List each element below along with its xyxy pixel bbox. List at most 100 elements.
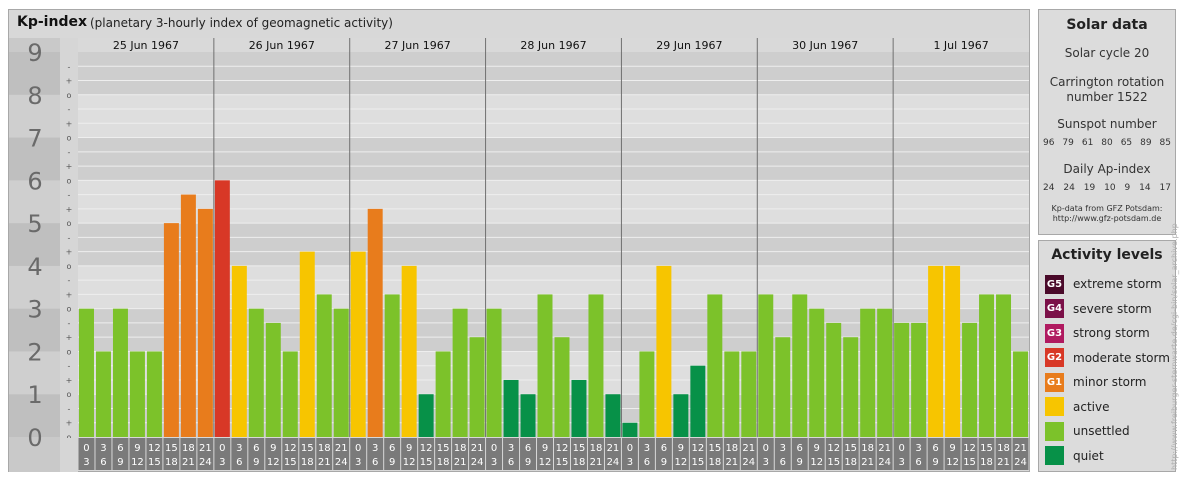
interval-end-label: 9 <box>932 457 938 468</box>
kp-bar <box>741 351 757 437</box>
minor-tick-mark: o <box>67 219 72 228</box>
kp-bar <box>146 351 162 437</box>
kp-bar <box>656 265 672 437</box>
interval-start-label: 0 <box>491 443 497 454</box>
interval-cell <box>503 438 520 470</box>
interval-end-label: 12 <box>403 457 416 468</box>
day-label: 26 Jun 1967 <box>249 39 315 52</box>
interval-cell <box>995 438 1012 470</box>
legend-item-active: active <box>1045 397 1109 417</box>
sunspot-value-5: 65 <box>1120 138 1133 148</box>
interval-cell <box>180 438 197 470</box>
interval-end-label: 21 <box>590 457 603 468</box>
y-axis-label-cell <box>9 265 60 309</box>
interval-cell <box>672 438 689 470</box>
kp-bar <box>775 337 791 437</box>
activity-levels-panel: Activity levels G5 extreme storm G4 severe … <box>1038 240 1176 472</box>
day-label: 29 Jun 1967 <box>656 39 722 52</box>
minor-tick-mark: + <box>66 290 73 299</box>
interval-cell <box>791 438 808 470</box>
interval-cell <box>961 438 978 470</box>
kp-bar <box>843 337 859 437</box>
interval-start-label: 6 <box>661 443 667 454</box>
legend-item-strong-storm: G3 strong storm <box>1045 323 1150 343</box>
solar-cycle: Solar cycle 20 <box>1064 46 1150 60</box>
kp-bar <box>129 351 145 437</box>
day-label: 27 Jun 1967 <box>385 39 451 52</box>
interval-start-label: 12 <box>963 443 976 454</box>
legend-label: quiet <box>1073 448 1104 463</box>
y-axis-label-cell <box>9 308 60 352</box>
minor-tick-mark: + <box>66 162 73 171</box>
interval-end-label: 15 <box>556 457 569 468</box>
minor-tick-mark: + <box>66 333 73 342</box>
interval-start-label: 0 <box>763 443 769 454</box>
interval-start-label: 15 <box>301 443 314 454</box>
y-tick-label: 7 <box>27 125 42 153</box>
sunspot-values: 96 79 61 80 65 89 85 <box>1043 138 1171 148</box>
y-axis-label-cell <box>9 180 60 224</box>
minor-tick-mark: o <box>67 262 72 271</box>
activity-levels-title: Activity levels <box>1051 247 1163 263</box>
kp-bar <box>1013 351 1028 437</box>
kp-bar <box>588 294 604 437</box>
interval-end-label: 3 <box>491 457 497 468</box>
legend-label: strong storm <box>1073 326 1150 340</box>
interval-cell <box>248 438 265 470</box>
interval-end-label: 18 <box>437 457 450 468</box>
kp-bar <box>316 294 332 437</box>
interval-cell <box>876 438 893 470</box>
interval-start-label: 15 <box>980 443 993 454</box>
interval-cell <box>842 438 859 470</box>
interval-end-label: 21 <box>454 457 467 468</box>
interval-start-label: 21 <box>199 443 212 454</box>
y-tick-label: 5 <box>27 210 42 238</box>
kp-bar <box>605 394 621 437</box>
interval-end-label: 24 <box>471 457 484 468</box>
interval-cell <box>350 438 367 470</box>
interval-end-label: 24 <box>742 457 755 468</box>
legend-label: minor storm <box>1073 375 1147 389</box>
interval-start-label: 15 <box>437 443 450 454</box>
interval-cell <box>808 438 825 470</box>
y-axis-label-cell <box>9 94 60 138</box>
minor-tick-mark: o <box>67 134 72 143</box>
source-link[interactable]: http://www.gfz-potsdam.de <box>1052 214 1162 223</box>
interval-cell <box>621 438 638 470</box>
interval-cell <box>587 438 604 470</box>
legend-swatch <box>1045 446 1064 465</box>
ap-value-7: 17 <box>1159 183 1171 193</box>
interval-cell <box>1012 438 1029 470</box>
ap-value-2: 24 <box>1063 183 1075 193</box>
day-label: 1 Jul 1967 <box>933 39 988 52</box>
interval-cell <box>469 438 486 470</box>
kp-bar <box>367 208 383 437</box>
sunspot-value-2: 79 <box>1062 138 1074 148</box>
legend-swatch: G4 <box>1045 299 1064 318</box>
legend-item-severe-storm: G4 severe storm <box>1045 299 1152 319</box>
kp-bar <box>469 337 485 437</box>
interval-start-label: 18 <box>997 443 1010 454</box>
interval-end-label: 12 <box>131 457 144 468</box>
source-line1: Kp-data from GFZ Potsdam: <box>1051 204 1163 213</box>
kp-bar <box>996 294 1012 437</box>
interval-end-label: 9 <box>253 457 259 468</box>
interval-start-label: 18 <box>318 443 331 454</box>
interval-start-label: 21 <box>742 443 755 454</box>
interval-end-label: 12 <box>946 457 959 468</box>
ap-value-4: 10 <box>1104 183 1116 193</box>
minor-tick-mark: - <box>68 148 71 157</box>
interval-start-label: 3 <box>236 443 242 454</box>
kp-bar <box>435 351 451 437</box>
interval-start-label: 12 <box>284 443 297 454</box>
interval-end-label: 18 <box>165 457 178 468</box>
interval-end-label: 21 <box>861 457 874 468</box>
legend-swatch: G2 <box>1045 348 1064 367</box>
interval-end-label: 3 <box>219 457 225 468</box>
interval-cell <box>265 438 282 470</box>
legend-label: extreme storm <box>1073 277 1162 291</box>
kp-bar <box>418 394 434 437</box>
interval-cell <box>655 438 672 470</box>
kp-bar <box>877 308 893 437</box>
interval-start-label: 9 <box>270 443 276 454</box>
